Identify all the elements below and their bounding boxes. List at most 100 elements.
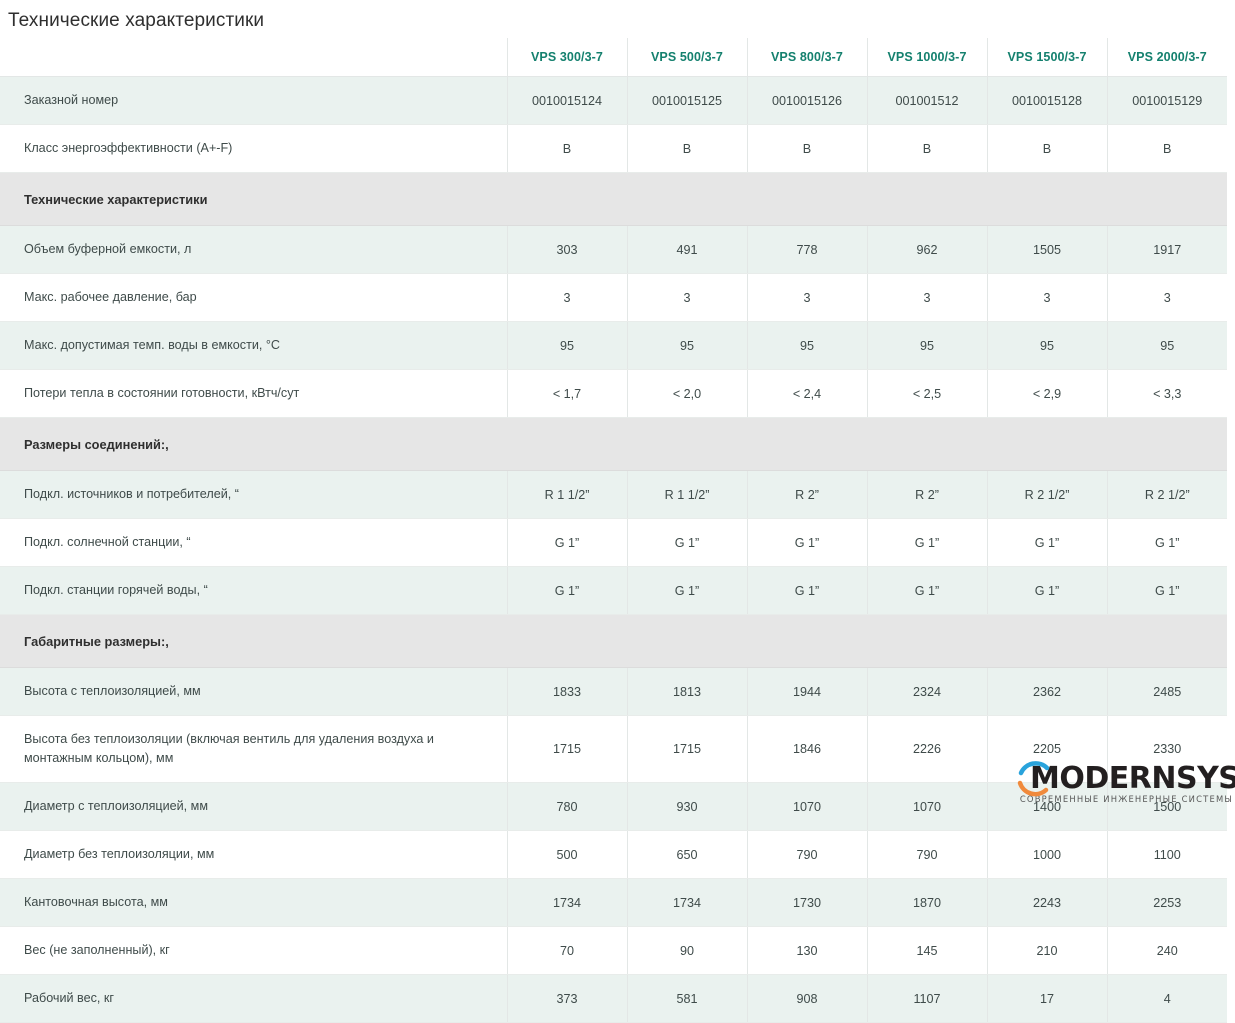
- section-header-row: Габаритные размеры:,: [0, 614, 1227, 668]
- row-value: G 1”: [1107, 566, 1227, 615]
- page-title: Технические характеристики: [8, 10, 265, 31]
- row-value: 2253: [1107, 878, 1227, 927]
- row-value: 3: [507, 273, 628, 322]
- row-value: 1734: [507, 878, 628, 927]
- column-header-vps-800: VPS 800/3-7: [747, 38, 868, 77]
- row-value: 3: [627, 273, 748, 322]
- row-value: G 1”: [507, 518, 628, 567]
- row-value: G 1”: [987, 518, 1108, 567]
- row-value: 1400: [987, 782, 1108, 831]
- row-value: 95: [1107, 321, 1227, 370]
- column-header-vps-500: VPS 500/3-7: [627, 38, 748, 77]
- row-value: 17: [987, 974, 1108, 1023]
- row-label: Вес (не заполненный), кг: [0, 926, 508, 975]
- row-value: 2330: [1107, 715, 1227, 783]
- row-value: G 1”: [987, 566, 1108, 615]
- row-value: B: [627, 124, 748, 173]
- row-value: G 1”: [747, 566, 868, 615]
- row-value: 70: [507, 926, 628, 975]
- row-value: 95: [507, 321, 628, 370]
- row-label: Высота без теплоизоляции (включая вентил…: [0, 715, 508, 783]
- table-row: Вес (не заполненный), кг 70 90 130 145 210 240: [0, 926, 1227, 975]
- row-value: 2226: [867, 715, 988, 783]
- table-row: Рабочий вес, кг 373 581 908 1107 17 4: [0, 974, 1227, 1023]
- row-value: 1715: [627, 715, 748, 783]
- row-value: 1107: [867, 974, 988, 1023]
- row-value: 130: [747, 926, 868, 975]
- row-value: 1870: [867, 878, 988, 927]
- row-value: 1730: [747, 878, 868, 927]
- row-label: Рабочий вес, кг: [0, 974, 508, 1023]
- row-value: 4: [1107, 974, 1227, 1023]
- row-value: 95: [747, 321, 868, 370]
- row-value: < 2,4: [747, 369, 868, 418]
- row-label: Подкл. станции горячей воды, “: [0, 566, 508, 615]
- table-row: Высота без теплоизоляции (включая вентил…: [0, 715, 1227, 783]
- row-label: Высота с теплоизоляцией, мм: [0, 667, 508, 716]
- row-value: B: [987, 124, 1108, 173]
- table-row: Заказной номер 0010015124 0010015125 001001…: [0, 76, 1227, 125]
- row-value: G 1”: [867, 518, 988, 567]
- row-value: 2485: [1107, 667, 1227, 716]
- row-value: 1833: [507, 667, 628, 716]
- table-row: Диаметр с теплоизоляцией, мм 780 930 1070 10…: [0, 782, 1227, 831]
- row-value: 3: [987, 273, 1108, 322]
- row-value: 962: [867, 225, 988, 274]
- table-body: Заказной номер 0010015124 0010015125 001001…: [0, 76, 1227, 1023]
- row-value: < 2,5: [867, 369, 988, 418]
- row-value: G 1”: [867, 566, 988, 615]
- table-row: Диаметр без теплоизоляции, мм 500 650 790 79…: [0, 830, 1227, 879]
- row-value: 1813: [627, 667, 748, 716]
- row-value: 373: [507, 974, 628, 1023]
- row-label: Диаметр с теплоизоляцией, мм: [0, 782, 508, 831]
- table-row: Класс энергоэффективности (A+-F) B B B B B B: [0, 124, 1227, 173]
- row-value: R 1 1/2”: [507, 470, 628, 519]
- row-value: G 1”: [1107, 518, 1227, 567]
- row-value: 3: [747, 273, 868, 322]
- row-label: Диаметр без теплоизоляции, мм: [0, 830, 508, 879]
- row-value: < 2,9: [987, 369, 1108, 418]
- row-value: 790: [867, 830, 988, 879]
- row-value: < 3,3: [1107, 369, 1227, 418]
- row-value: 1944: [747, 667, 868, 716]
- row-value: 0010015128: [987, 76, 1108, 125]
- table-row: Высота с теплоизоляцией, мм 1833 1813 1944 2…: [0, 667, 1227, 716]
- row-value: 790: [747, 830, 868, 879]
- row-value: G 1”: [627, 566, 748, 615]
- row-label: Класс энергоэффективности (A+-F): [0, 124, 508, 173]
- section-header-label: Габаритные размеры:,: [0, 614, 1227, 668]
- table-row: Подкл. источников и потребителей, “R 1 1…: [0, 470, 1227, 519]
- table-row: Объем буферной емкости, л 303 491 778 962 150…: [0, 225, 1227, 274]
- row-label: Потери тепла в состоянии готовности, кВт…: [0, 369, 508, 418]
- row-value: < 2,0: [627, 369, 748, 418]
- section-header-row: Технические характеристики: [0, 172, 1227, 226]
- row-value: 491: [627, 225, 748, 274]
- row-value: R 2”: [747, 470, 868, 519]
- row-value: 3: [867, 273, 988, 322]
- row-value: 1715: [507, 715, 628, 783]
- row-value: 1505: [987, 225, 1108, 274]
- row-value: 2324: [867, 667, 988, 716]
- row-value: B: [1107, 124, 1227, 173]
- row-value: 0010015125: [627, 76, 748, 125]
- row-value: 0010015124: [507, 76, 628, 125]
- row-value: 95: [867, 321, 988, 370]
- row-value: 1734: [627, 878, 748, 927]
- row-label: Объем буферной емкости, л: [0, 225, 508, 274]
- column-header-vps-300: VPS 300/3-7: [507, 38, 628, 77]
- row-value: B: [747, 124, 868, 173]
- row-value: 2362: [987, 667, 1108, 716]
- table-corner-cell: [0, 38, 508, 77]
- table-header: VPS 300/3-7 VPS 500/3-7 VPS 800/3-7 VPS …: [0, 38, 1227, 77]
- row-value: 0010015126: [747, 76, 868, 125]
- row-value: 500: [507, 830, 628, 879]
- row-label: Кантовочная высота, мм: [0, 878, 508, 927]
- row-value: 908: [747, 974, 868, 1023]
- row-value: 2243: [987, 878, 1108, 927]
- section-header-label: Технические характеристики: [0, 172, 1227, 226]
- row-value: 1100: [1107, 830, 1227, 879]
- table-row: Потери тепла в состоянии готовности, кВт…: [0, 369, 1227, 418]
- row-label: Подкл. солнечной станции, “: [0, 518, 508, 567]
- table-row: Подкл. станции горячей воды, “G 1” G 1” G …: [0, 566, 1227, 615]
- specifications-table: VPS 300/3-7 VPS 500/3-7 VPS 800/3-7 VPS …: [0, 38, 1227, 1023]
